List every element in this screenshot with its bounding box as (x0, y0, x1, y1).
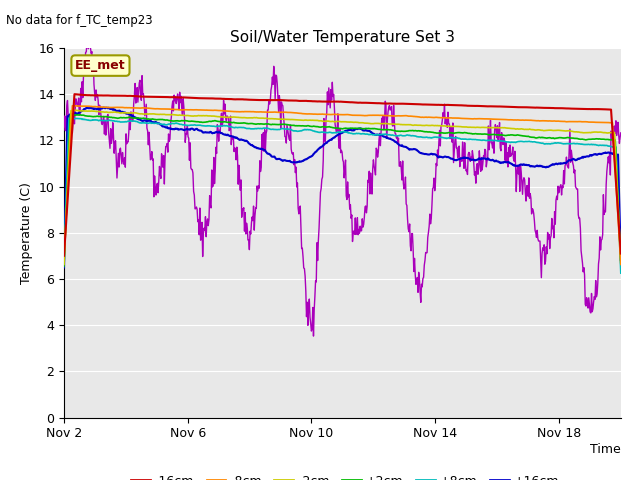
Text: EE_met: EE_met (75, 59, 126, 72)
Title: Soil/Water Temperature Set 3: Soil/Water Temperature Set 3 (230, 30, 455, 46)
Text: Time: Time (590, 444, 621, 456)
Text: No data for f_TC_temp23: No data for f_TC_temp23 (6, 14, 153, 27)
Y-axis label: Temperature (C): Temperature (C) (20, 182, 33, 284)
